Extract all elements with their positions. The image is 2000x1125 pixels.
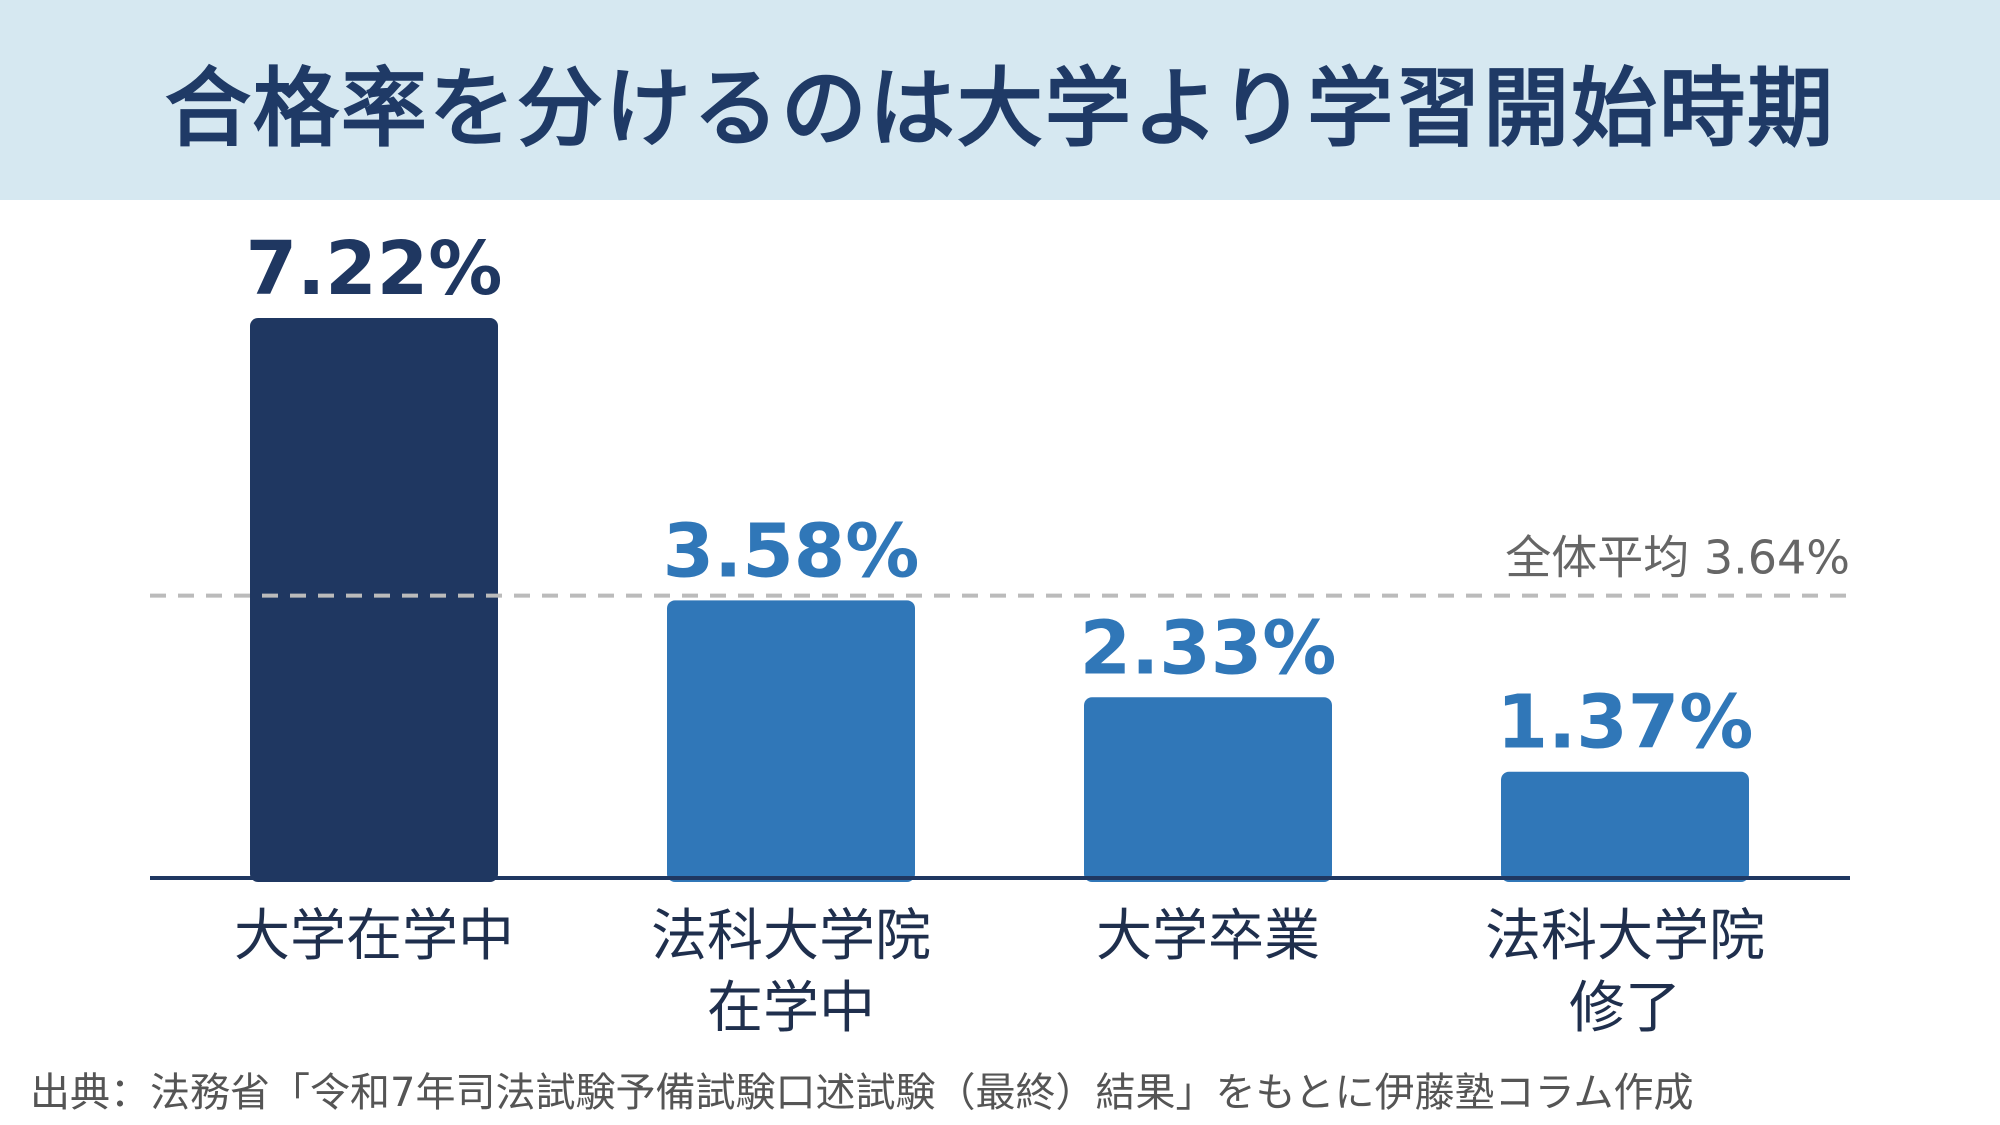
bar-1 — [667, 600, 915, 882]
category-label-3-1: 修了 — [1569, 976, 1681, 1041]
value-label-3: 1.37% — [1497, 680, 1754, 766]
chart-title: 合格率を分けるのは大学より学習開始時期 — [164, 58, 1836, 159]
category-label-2-0: 大学卒業 — [1096, 904, 1320, 969]
average-reference-label: 全体平均 3.64% — [1505, 531, 1850, 585]
source-note: 出典：法務省「令和7年司法試験予備試験口述試験（最終）結果」をもとに伊藤塾コラム… — [30, 1070, 1694, 1116]
bar-3 — [1501, 771, 1749, 882]
category-label-1-0: 法科大学院 — [651, 904, 931, 969]
category-label-3-0: 法科大学院 — [1485, 904, 1765, 969]
bar-2 — [1084, 697, 1332, 882]
category-label-0-0: 大学在学中 — [234, 904, 514, 969]
value-label-1: 3.58% — [663, 508, 920, 594]
value-label-0: 7.22% — [246, 226, 503, 312]
category-label-1-1: 在学中 — [707, 976, 875, 1041]
title-banner: 合格率を分けるのは大学より学習開始時期 — [0, 0, 2000, 200]
bar-0 — [250, 318, 498, 882]
value-label-2: 2.33% — [1080, 605, 1337, 691]
